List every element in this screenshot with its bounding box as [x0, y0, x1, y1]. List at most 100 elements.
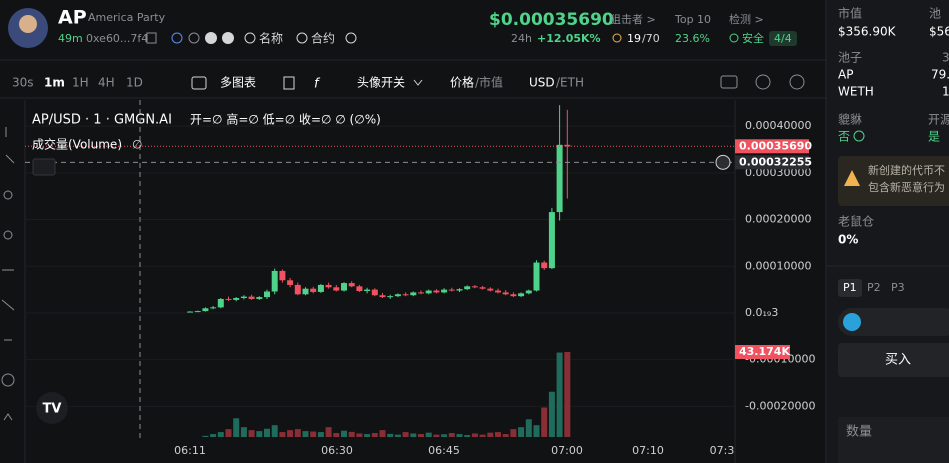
indicator-icon[interactable]: f — [314, 77, 321, 92]
volume-bar — [387, 433, 394, 437]
candle-body — [287, 280, 294, 285]
interval[interactable]: 1m — [44, 76, 65, 90]
insider: 0% — [838, 233, 858, 247]
candle-body — [510, 294, 517, 297]
insider-title: 老鼠仓 — [838, 215, 874, 229]
screenshot-icon[interactable] — [720, 75, 738, 89]
snipers-title[interactable]: 狙击者 > — [610, 13, 656, 26]
preset[interactable]: P1 — [843, 281, 857, 294]
volume-bar — [371, 433, 378, 437]
candle-body — [371, 289, 378, 296]
candle-body — [217, 298, 224, 308]
volume-bar — [533, 425, 540, 437]
candle-body — [471, 286, 478, 288]
x-tick-label: 06:45 — [428, 444, 460, 457]
social-icon[interactable] — [222, 32, 234, 44]
x-tick-label: 07:00 — [551, 444, 583, 457]
x-tick-label: 06:30 — [321, 444, 353, 457]
contract-search[interactable]: 合约 — [311, 31, 335, 46]
contract-search-icon[interactable] — [296, 32, 308, 44]
candle-body — [564, 144, 571, 147]
multi-chart[interactable]: 多图表 — [220, 76, 256, 90]
check-title[interactable]: 检测 > — [729, 12, 764, 26]
multi-chart-icon[interactable] — [191, 76, 207, 90]
side-panel — [826, 0, 949, 463]
volume-bar — [518, 427, 525, 437]
ohlc-legend: 开=∅ 高=∅ 低=∅ 收=∅ ∅ (∅%) — [190, 112, 381, 127]
candle-body — [210, 307, 217, 309]
interval[interactable]: 4H — [98, 76, 115, 90]
add-alert-icon[interactable] — [715, 154, 731, 170]
volume-bar — [364, 434, 371, 437]
x-tick-label: 06:11 — [174, 444, 206, 457]
change-period: 24h — [511, 32, 532, 45]
interval[interactable]: 1D — [126, 76, 143, 90]
dropdown-icon[interactable] — [413, 79, 423, 86]
interval[interactable]: 30s — [12, 76, 34, 90]
candle-body — [441, 289, 448, 293]
warning-icon — [844, 170, 860, 186]
search-icon[interactable] — [188, 32, 200, 44]
volume-bar — [448, 433, 455, 437]
volume-bar — [471, 433, 478, 437]
candle-body — [248, 296, 255, 299]
candle-body — [394, 294, 401, 297]
collapse-button[interactable] — [32, 158, 56, 176]
volume-bar — [495, 432, 501, 437]
volume-bar — [479, 434, 486, 437]
volume-label: 43.174K — [739, 345, 790, 358]
candle-body — [333, 287, 340, 291]
volume-bar — [333, 433, 340, 437]
y-tick-label: 0.00040000 — [745, 119, 811, 132]
candle-body — [387, 296, 394, 298]
candle-body — [456, 289, 463, 291]
volume-legend-value: ∅ — [132, 138, 142, 152]
name-search[interactable]: 名称 — [259, 31, 283, 46]
pool-short: $56 — [929, 25, 949, 39]
volume-bar — [487, 432, 494, 437]
settings-icon[interactable] — [755, 74, 771, 90]
open-source-title: 开源 — [928, 113, 949, 127]
compare-icon[interactable] — [283, 76, 295, 90]
price-mode[interactable]: 价格 — [450, 75, 474, 90]
share-icon[interactable] — [345, 32, 357, 44]
tradingview-logo[interactable] — [36, 392, 68, 424]
gear-icon[interactable] — [789, 74, 805, 90]
usd-mode[interactable]: USD — [529, 76, 555, 90]
preset[interactable]: P2 — [867, 281, 881, 294]
telegram-input[interactable] — [838, 308, 949, 336]
volume-bar — [310, 431, 317, 437]
volume-bar — [248, 430, 255, 437]
candle-body — [425, 290, 432, 294]
honeypot-title: 貔貅 — [838, 113, 862, 127]
eth-mode[interactable]: /ETH — [556, 76, 584, 90]
avatar-toggle[interactable]: 头像开关 — [357, 76, 405, 90]
candle-body — [479, 287, 486, 289]
volume-bar — [341, 430, 347, 437]
last-price-label-bg — [735, 139, 809, 154]
candle-body — [356, 286, 363, 292]
volume-bar — [433, 434, 440, 437]
y-tick-label: -0.00020000 — [745, 399, 815, 412]
snipers-icon — [612, 33, 622, 43]
volume-bar — [302, 431, 309, 437]
candle-body — [502, 292, 509, 295]
copy-icon[interactable] — [146, 32, 157, 44]
honeypot: 否 — [838, 130, 850, 144]
volume-bar — [394, 434, 401, 437]
market-cap-mode[interactable]: /市值 — [475, 75, 503, 90]
y-tick-label: 0.0₁₉3 — [745, 306, 778, 319]
drawing-tools[interactable] — [1, 127, 15, 421]
buy-button[interactable] — [838, 343, 949, 377]
user-icon[interactable] — [171, 32, 183, 44]
name-search-icon[interactable] — [244, 32, 256, 44]
candle-body — [294, 284, 301, 295]
preset[interactable]: P3 — [891, 281, 905, 294]
amount-box[interactable] — [838, 417, 949, 463]
volume-bar — [402, 432, 409, 437]
token-symbol: AP — [58, 7, 87, 29]
interval[interactable]: 1H — [72, 76, 89, 90]
site-icon[interactable] — [205, 32, 217, 44]
token-address[interactable]: 0xe60...7f4 — [86, 32, 148, 45]
